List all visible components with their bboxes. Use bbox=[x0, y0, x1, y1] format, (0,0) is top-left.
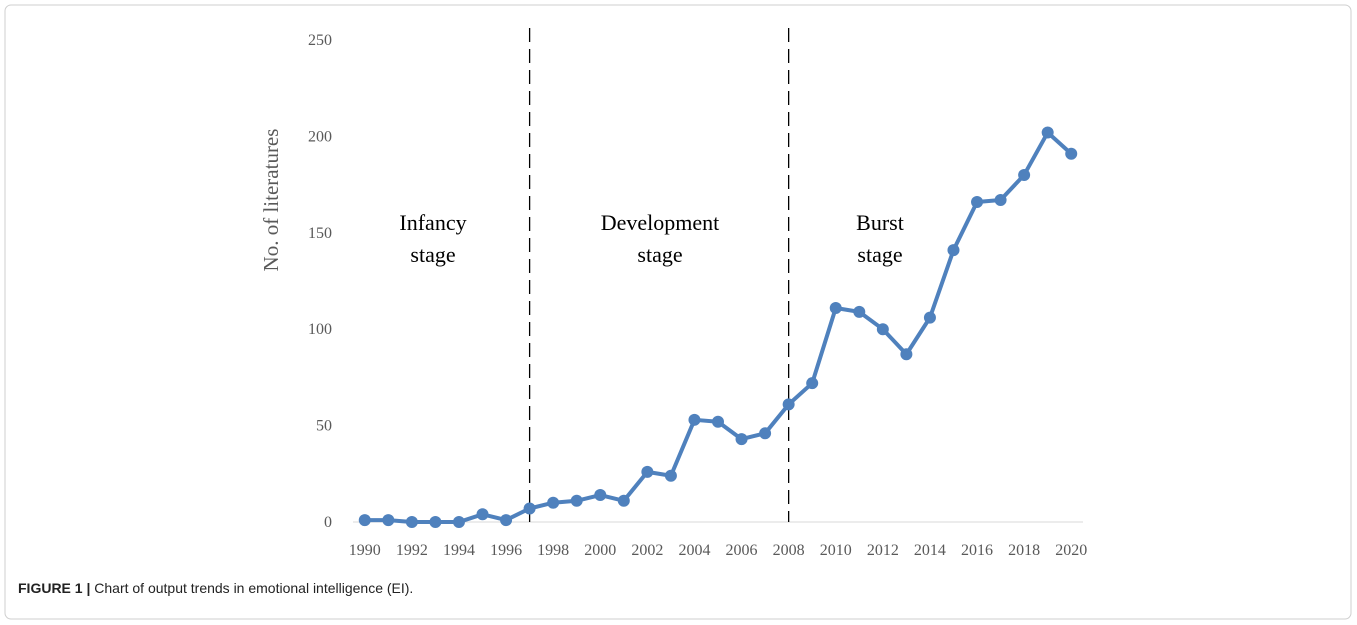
y-axis-label: No. of literatures bbox=[259, 129, 283, 272]
data-point bbox=[429, 516, 442, 528]
data-point bbox=[1018, 168, 1031, 181]
data-point bbox=[994, 194, 1007, 207]
stage-label: Burst bbox=[856, 210, 904, 235]
data-point bbox=[358, 514, 371, 527]
stage-label: stage bbox=[410, 242, 455, 267]
x-tick-label: 1990 bbox=[349, 542, 381, 559]
x-tick-label: 2016 bbox=[961, 542, 993, 559]
data-point bbox=[547, 496, 560, 509]
stage-label: stage bbox=[857, 242, 902, 267]
stage-label: Infancy bbox=[399, 210, 466, 235]
caption-label: FIGURE 1 | bbox=[18, 580, 90, 596]
frame bbox=[4, 4, 1352, 620]
x-tick-label: 2020 bbox=[1055, 542, 1087, 559]
x-tick-label: 2004 bbox=[678, 542, 710, 559]
data-point bbox=[1065, 147, 1078, 160]
data-point bbox=[735, 433, 748, 446]
data-point bbox=[523, 502, 536, 515]
data-point bbox=[1041, 126, 1054, 139]
x-tick-label: 1994 bbox=[443, 542, 475, 559]
x-tick-label: 2008 bbox=[773, 542, 805, 559]
data-point bbox=[947, 244, 960, 257]
stage-label: Development bbox=[601, 210, 720, 235]
data-point bbox=[617, 494, 630, 507]
data-point bbox=[971, 195, 984, 208]
data-point bbox=[570, 494, 583, 507]
data-point bbox=[641, 465, 654, 478]
y-tick-label: 250 bbox=[308, 32, 332, 49]
y-tick-label: 50 bbox=[316, 418, 332, 435]
data-point bbox=[452, 516, 465, 528]
x-tick-label: 2000 bbox=[584, 542, 616, 559]
y-tick-label: 100 bbox=[308, 321, 332, 338]
x-tick-label: 1996 bbox=[490, 542, 522, 559]
data-point bbox=[782, 398, 795, 411]
data-point bbox=[688, 413, 701, 426]
x-tick-label: 2012 bbox=[867, 542, 899, 559]
data-point bbox=[500, 514, 513, 527]
x-tick-label: 2002 bbox=[631, 542, 663, 559]
data-point bbox=[806, 377, 819, 390]
data-point bbox=[476, 508, 489, 521]
caption-text: Chart of output trends in emotional inte… bbox=[94, 580, 413, 596]
data-point bbox=[759, 427, 772, 440]
y-tick-label: 150 bbox=[308, 225, 332, 242]
x-tick-label: 2010 bbox=[820, 542, 852, 559]
data-point bbox=[405, 516, 418, 528]
data-point bbox=[923, 311, 936, 324]
x-tick-label: 2018 bbox=[1008, 542, 1040, 559]
data-point bbox=[712, 415, 724, 428]
data-line bbox=[364, 130, 1073, 524]
y-tick-label: 200 bbox=[308, 128, 332, 145]
data-point bbox=[876, 323, 889, 336]
y-tick-label: 0 bbox=[324, 514, 332, 531]
data-point bbox=[594, 489, 607, 502]
x-tick-label: 2014 bbox=[914, 542, 946, 559]
data-point bbox=[853, 305, 866, 318]
x-tick-label: 2006 bbox=[726, 542, 758, 559]
stage-label: stage bbox=[637, 242, 682, 267]
data-point bbox=[829, 301, 842, 314]
x-tick-label: 1992 bbox=[396, 542, 428, 559]
data-point bbox=[900, 348, 913, 361]
data-point bbox=[382, 514, 395, 527]
caption: FIGURE 1 | Chart of output trends in emo… bbox=[18, 580, 413, 596]
data-point bbox=[664, 469, 677, 482]
x-tick-label: 1998 bbox=[537, 542, 569, 559]
